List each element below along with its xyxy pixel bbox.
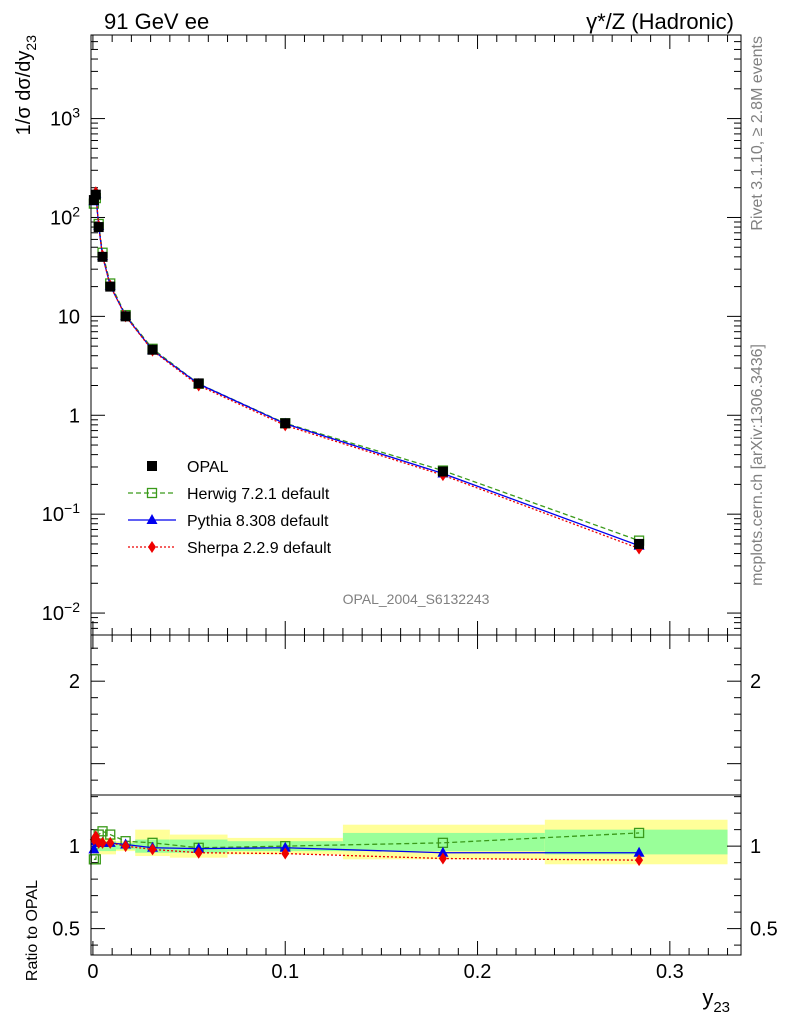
ratio-point-herwig [97,826,108,837]
series-opal [88,189,645,549]
point-opal [634,538,645,549]
ratio-y-ticklabel-left: 2 [69,671,80,693]
legend-label-sherpa: Sherpa 2.2.9 default [187,540,332,557]
ratio-panel: 0.5 0.5 1 1 2 2 0 0.1 0.2 0.3 Ratio to OPAL y23 [24,634,778,1016]
ratio-axis-ticks [91,635,741,955]
main-y-ticklabel-exp: 2 [72,203,80,219]
header-left: 91 GeV ee [104,9,209,34]
rivet-label: Rivet 3.1.10, ≥ 2.8M events [749,36,766,231]
ratio-point-sherpa [438,852,447,865]
main-y-ticklabel-exp: −2 [64,599,80,615]
ratio-y-ticklabel-left: 0.5 [52,919,80,941]
main-y-ticklabel: 10−1 [42,500,80,526]
x-ticklabel: 0 [87,961,98,983]
ratio-y-ticklabel-left: 1 [69,836,80,858]
x-ticklabels: 0 0.1 0.2 0.3 [87,961,683,983]
legend-item-opal: OPAL [147,459,229,476]
ratio-point-pythia [633,846,645,857]
x-ticklabel: 0.3 [656,961,684,983]
legend-label-pythia: Pythia 8.308 default [187,513,329,530]
legend-marker-herwig [146,487,158,499]
main-y-ticklabel-base: 10 [50,207,72,229]
main-y-ticklabel-base: 10 [58,306,80,328]
header-right: γ*/Z (Hadronic) [586,9,734,34]
point-opal [437,466,448,477]
ratio-point-herwig [633,827,645,839]
point-opal [90,189,101,200]
mcplots-label: mcplots.cern.ch [arXiv:1306.3436] [749,344,766,586]
analysis-id: OPAL_2004_S6132243 [343,591,490,607]
point-opal [88,195,99,206]
series-line-sherpa [93,192,640,550]
main-series-layer [88,186,645,555]
main-y-ticklabel-base: 10 [42,603,64,625]
ratio-y-ticklabel-right: 0.5 [750,919,778,941]
ratio-point-sherpa [194,846,203,859]
ratio-point-sherpa [148,843,157,856]
legend-marker-sherpa [148,541,156,553]
series-line-pythia [93,193,640,547]
main-y-axis-label-text: 1/σ dσ/dy [13,51,35,136]
legend-marker-opal [147,461,157,471]
series-line-herwig [93,197,640,542]
point-opal [193,378,204,389]
main-y-ticklabel: 103 [50,105,80,131]
main-y-ticklabel: 102 [50,203,80,229]
legend-label-herwig: Herwig 7.2.1 default [187,486,330,503]
main-y-axis-label-sub: 23 [23,35,39,51]
ratio-y-ticklabels: 0.5 0.5 1 1 2 2 [52,671,778,940]
point-opal [93,222,104,233]
point-opal [120,311,131,322]
ratio-point-sherpa [98,836,107,849]
x-ticklabel: 0.1 [271,961,299,983]
ratio-band-inner [544,829,728,855]
ratio-series-layer [88,826,645,867]
ratio-band-inner [342,832,545,852]
legend-label-opal: OPAL [187,459,229,476]
ratio-point-sherpa [106,836,115,849]
ratio-point-pythia [279,841,291,852]
main-y-ticklabel-exp: 3 [72,105,80,121]
x-ticklabel: 0.2 [464,961,492,983]
legend-item-sherpa: Sherpa 2.2.9 default [128,540,332,557]
ratio-point-sherpa [121,840,130,853]
series-pythia [88,187,645,550]
ratio-bands [92,819,728,865]
main-y-ticklabel-base: 10 [42,504,64,526]
point-opal [147,344,158,355]
main-axis-ticks [91,34,741,636]
ratio-point-pythia [437,846,449,857]
point-opal [105,281,116,292]
ratio-y-ticklabel-right: 2 [750,671,761,693]
x-axis-label: y23 [702,985,730,1016]
x-axis-label-sub: 23 [713,999,730,1016]
main-y-ticklabel: 10 [58,306,80,328]
main-y-ticklabel: 10−2 [42,599,80,625]
legend-marker-pythia [146,514,158,524]
x-axis-label-text: y [702,985,713,1010]
main-y-ticklabel-exp: −1 [64,500,80,516]
legend-item-herwig: Herwig 7.2.1 default [128,486,330,503]
legend: OPAL Herwig 7.2.1 default Pythia 8.308 def… [128,459,332,557]
ratio-series-sherpa [89,830,644,867]
legend-item-pythia: Pythia 8.308 default [128,513,329,530]
main-y-ticklabel-base: 1 [69,405,80,427]
ratio-frame [90,634,742,956]
series-sherpa [89,186,644,555]
main-y-axis-label: 1/σ dσ/dy23 [13,35,39,136]
ratio-y-ticklabel-right: 1 [750,836,761,858]
point-opal [97,251,108,262]
point-opal [280,418,291,429]
main-y-ticklabel: 1 [69,405,80,427]
main-y-ticklabel-base: 10 [50,109,72,131]
ratio-point-sherpa [281,847,290,860]
ratio-point-sherpa [635,854,644,867]
ratio-y-axis-label: Ratio to OPAL [24,880,41,981]
